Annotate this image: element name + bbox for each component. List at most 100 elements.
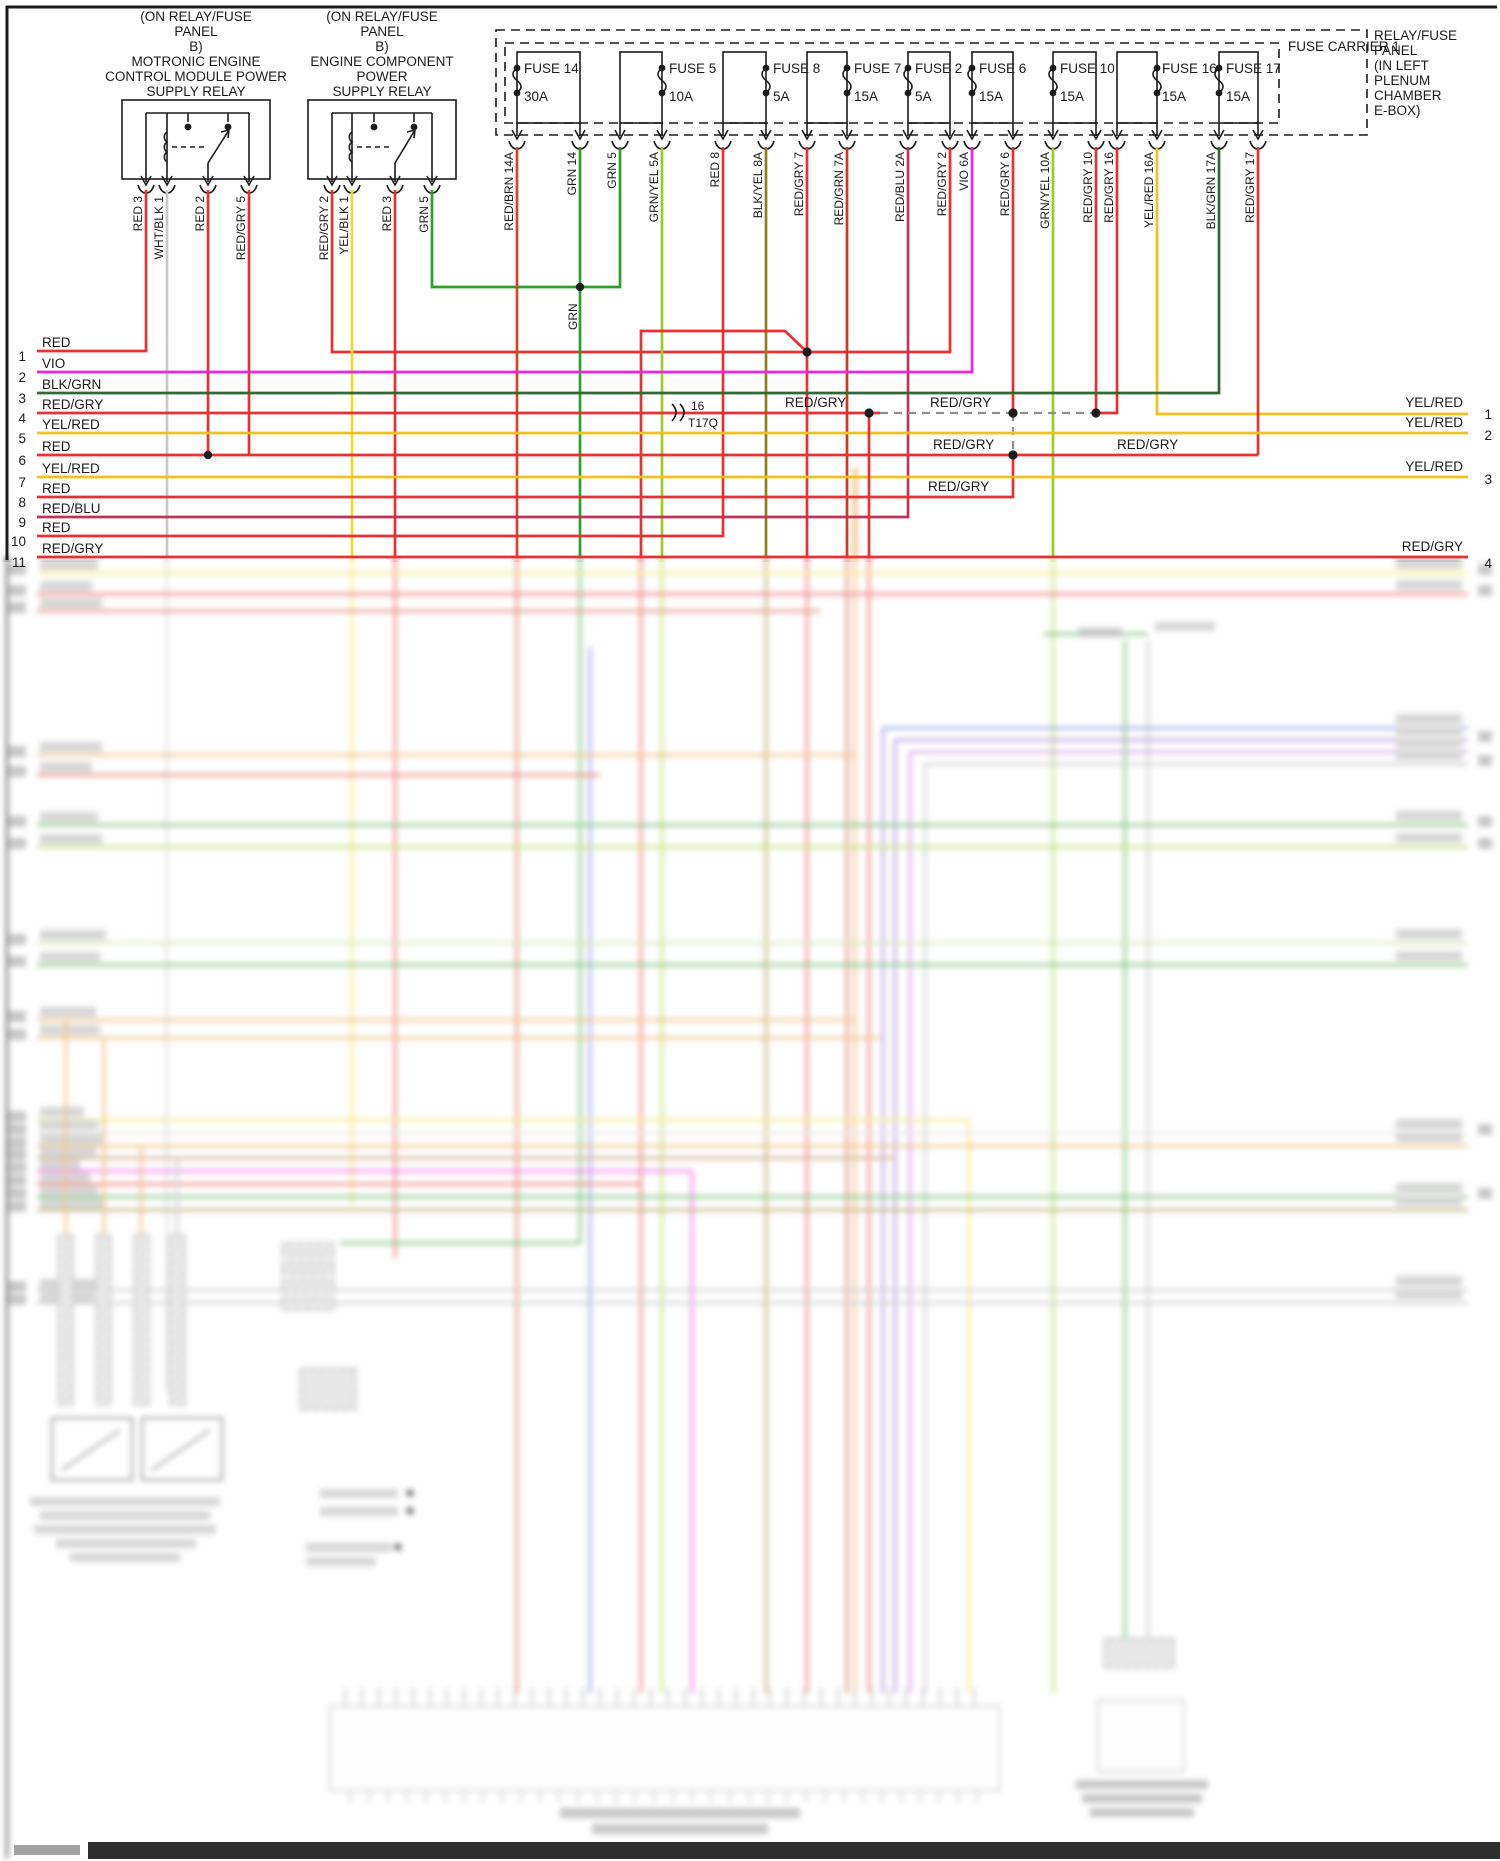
svg-text:2: 2 xyxy=(18,370,26,385)
svg-text:FUSE 8: FUSE 8 xyxy=(773,61,820,76)
relay2-box xyxy=(307,99,457,180)
fuse-14: FUSE 14 30A RED/BRN 14A GRN 14 xyxy=(502,51,589,231)
svg-text:RED: RED xyxy=(42,335,71,350)
svg-text:11: 11 xyxy=(12,555,26,570)
wire-red-row1 xyxy=(37,190,148,353)
watermark xyxy=(14,1845,80,1855)
svg-text:FUSE 10: FUSE 10 xyxy=(1060,61,1115,76)
svg-text:RED/GRY: RED/GRY xyxy=(928,479,989,494)
svg-text:FUSE 5: FUSE 5 xyxy=(669,61,716,76)
svg-text:5: 5 xyxy=(18,431,26,446)
splice-symbol xyxy=(671,403,685,422)
svg-text:GRN 5: GRN 5 xyxy=(417,196,431,233)
svg-text:RED: RED xyxy=(42,439,71,454)
wire-blk-grn-17a-row3 xyxy=(37,147,1221,395)
wire-red-gry-2-bus xyxy=(330,147,952,354)
wire-red-gry-16 xyxy=(1096,147,1119,415)
left-row-labels: RED 1 VIO 2 BLK/GRN 3 RED/GRY 4 YEL/RED 5 RED… xyxy=(11,335,103,570)
svg-text:3: 3 xyxy=(18,391,26,406)
svg-text:SUPPLY RELAY: SUPPLY RELAY xyxy=(332,84,431,99)
fuse-10: FUSE 10 15A GRN/YEL 10A RED/GRY 10 xyxy=(1038,51,1115,229)
relay1-header-line: (ON RELAY/FUSE xyxy=(140,9,252,24)
fuse-16: FUSE 16 15A RED/GRY 16 YEL/RED 16A xyxy=(1102,51,1217,228)
bottom-bar xyxy=(88,1842,1500,1859)
wire-red-8-row10 xyxy=(37,147,725,538)
svg-text:YEL/RED: YEL/RED xyxy=(42,417,100,432)
svg-text:CHAMBER: CHAMBER xyxy=(1374,88,1442,103)
svg-text:PANEL: PANEL xyxy=(174,24,218,39)
wire-red-branch xyxy=(639,329,807,558)
splice-pin: 16 xyxy=(691,399,705,413)
svg-text:ENGINE COMPONENT: ENGINE COMPONENT xyxy=(310,54,453,69)
blur-overlay xyxy=(0,562,1500,1861)
svg-text:RED: RED xyxy=(42,481,71,496)
svg-text:RED/GRY: RED/GRY xyxy=(1402,539,1463,554)
svg-text:RED/GRY 2: RED/GRY 2 xyxy=(317,196,331,261)
svg-text:6: 6 xyxy=(18,453,26,468)
svg-text:15A: 15A xyxy=(854,89,878,104)
svg-text:YEL/RED: YEL/RED xyxy=(1405,395,1463,410)
svg-text:8: 8 xyxy=(18,495,26,510)
svg-text:YEL/RED: YEL/RED xyxy=(1405,459,1463,474)
svg-text:B): B) xyxy=(189,39,203,54)
blurred-left-components xyxy=(30,1020,223,1562)
svg-text:15A: 15A xyxy=(1162,89,1186,104)
fuse-8: FUSE 8 5A RED 8 BLK/YEL 8A xyxy=(708,51,820,218)
svg-text:RED/GRY 7: RED/GRY 7 xyxy=(792,152,806,217)
fuse-carrier-outline xyxy=(504,42,1280,124)
svg-text:B): B) xyxy=(375,39,389,54)
svg-text:FUSE 2: FUSE 2 xyxy=(915,61,962,76)
relay-engine-component: (ON RELAY/FUSE PANEL B) ENGINE COMPONENT… xyxy=(307,9,457,261)
svg-text:15A: 15A xyxy=(979,89,1003,104)
svg-text:5A: 5A xyxy=(773,89,790,104)
svg-text:VIO 6A: VIO 6A xyxy=(957,152,971,191)
svg-text:PANEL: PANEL xyxy=(1374,43,1418,58)
svg-text:7: 7 xyxy=(18,475,26,490)
blurred-row-labels xyxy=(8,559,1492,1305)
inline-labels: RED/GRY RED/GRY RED/GRY RED/GRY RED/GRY … xyxy=(566,303,1178,494)
blurred-right-component xyxy=(1076,1637,1208,1817)
fuse-7: FUSE 7 15A RED/GRY 7 RED/GRN 7A xyxy=(792,51,901,225)
svg-text:3: 3 xyxy=(1484,472,1492,487)
svg-text:CONTROL MODULE POWER: CONTROL MODULE POWER xyxy=(105,69,287,84)
svg-text:2: 2 xyxy=(1484,428,1492,443)
svg-text:RED 2: RED 2 xyxy=(193,196,207,232)
svg-text:FUSE 6: FUSE 6 xyxy=(979,61,1026,76)
blurred-ecu-block xyxy=(329,1688,1001,1834)
svg-text:RED/BRN 14A: RED/BRN 14A xyxy=(502,152,516,231)
svg-text:VIO: VIO xyxy=(42,356,65,371)
svg-text:15A: 15A xyxy=(1060,89,1084,104)
relay-motronic: (ON RELAY/FUSE PANEL B) MOTRONIC ENGINE … xyxy=(105,9,287,260)
svg-text:1: 1 xyxy=(1484,407,1492,422)
svg-text:RED/BLU 2A: RED/BLU 2A xyxy=(893,152,907,222)
svg-text:RED/GRY: RED/GRY xyxy=(785,395,846,410)
svg-text:GRN/YEL 5A: GRN/YEL 5A xyxy=(647,152,661,222)
wire-vio-6a-row2 xyxy=(37,147,974,374)
blurred-region xyxy=(5,468,1492,1858)
svg-text:RED/GRY: RED/GRY xyxy=(1117,437,1178,452)
fuse-5: FUSE 5 10A GRN 5 GRN/YEL 5A xyxy=(605,51,716,222)
relay2-coil xyxy=(348,131,354,163)
wire-red-gry-6-row8 xyxy=(37,455,1015,499)
relay1-pin-label: RED 3 xyxy=(131,196,145,232)
relay1-switch-arrow xyxy=(220,129,230,139)
svg-text:RED/GRY 5: RED/GRY 5 xyxy=(234,196,248,261)
right-row-labels: YEL/RED 1 YEL/RED 2 YEL/RED 3 RED/GRY 4 xyxy=(1402,395,1493,571)
svg-text:10: 10 xyxy=(11,534,26,549)
wires xyxy=(37,147,1468,559)
svg-text:FUSE 14: FUSE 14 xyxy=(524,61,579,76)
svg-text:BLK/GRN: BLK/GRN xyxy=(42,377,101,392)
grn-label: GRN xyxy=(566,303,580,330)
svg-text:RED: RED xyxy=(42,520,71,535)
relay1-box xyxy=(121,99,271,180)
svg-text:BLK/YEL 8A: BLK/YEL 8A xyxy=(751,152,765,218)
svg-text:RED/GRY: RED/GRY xyxy=(42,541,103,556)
relay-fuse-panel-outline xyxy=(495,29,1368,136)
svg-text:YEL/BLK 1: YEL/BLK 1 xyxy=(337,196,351,255)
svg-text:4: 4 xyxy=(1484,556,1492,571)
svg-text:SUPPLY RELAY: SUPPLY RELAY xyxy=(146,84,245,99)
fuse-carrier: FUSE CARRIER 1 RELAY/FUSE PANEL (IN LEFT… xyxy=(495,28,1457,231)
svg-text:BLK/GRN 17A: BLK/GRN 17A xyxy=(1204,152,1218,229)
